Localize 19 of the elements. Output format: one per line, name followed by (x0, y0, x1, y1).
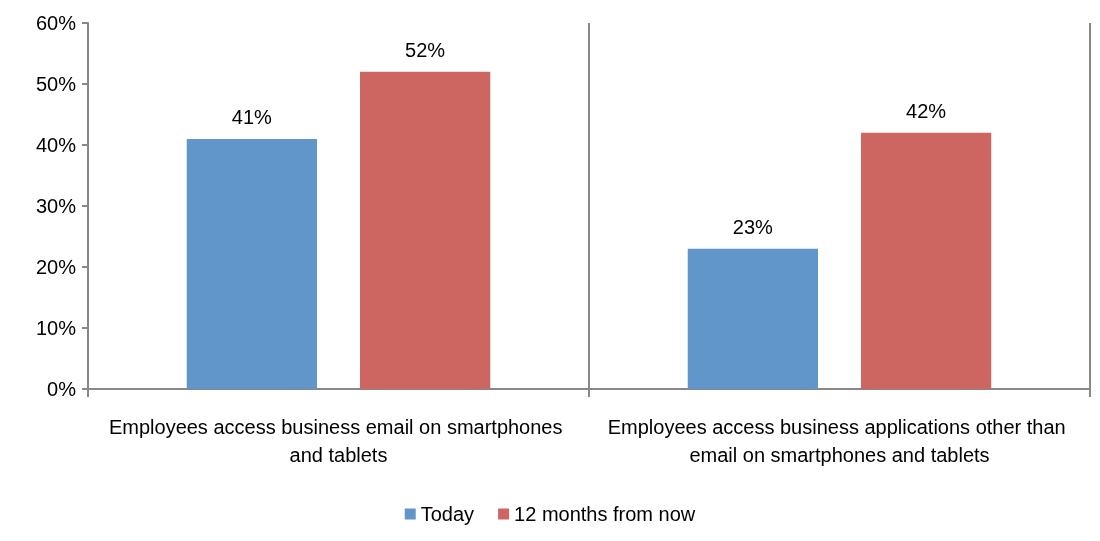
y-tick-label: 10% (35, 317, 77, 339)
data-label: 41% (231, 105, 273, 128)
y-tick-label: 0% (47, 378, 77, 400)
x-tick-label: Employees access business email on smartphones and tablets (108, 416, 569, 466)
legend-label: Today (420, 503, 475, 525)
bar (359, 71, 491, 389)
data-label: 42% (906, 99, 947, 122)
data-label: 52% (405, 38, 446, 61)
y-tick-label: 30% (35, 195, 77, 217)
legend-label: 12 months from now (514, 503, 696, 525)
bar (186, 138, 318, 389)
y-tick-label: 60% (35, 12, 77, 34)
data-label: 23% (732, 215, 774, 238)
bar (687, 248, 819, 389)
y-tick-label: 40% (35, 134, 77, 156)
bar (860, 132, 992, 389)
x-tick-label: Employees access business applications other than email on smartphones and tablets (607, 416, 1072, 466)
y-tick-label: 20% (35, 256, 77, 278)
y-tick-label: 50% (35, 73, 77, 95)
